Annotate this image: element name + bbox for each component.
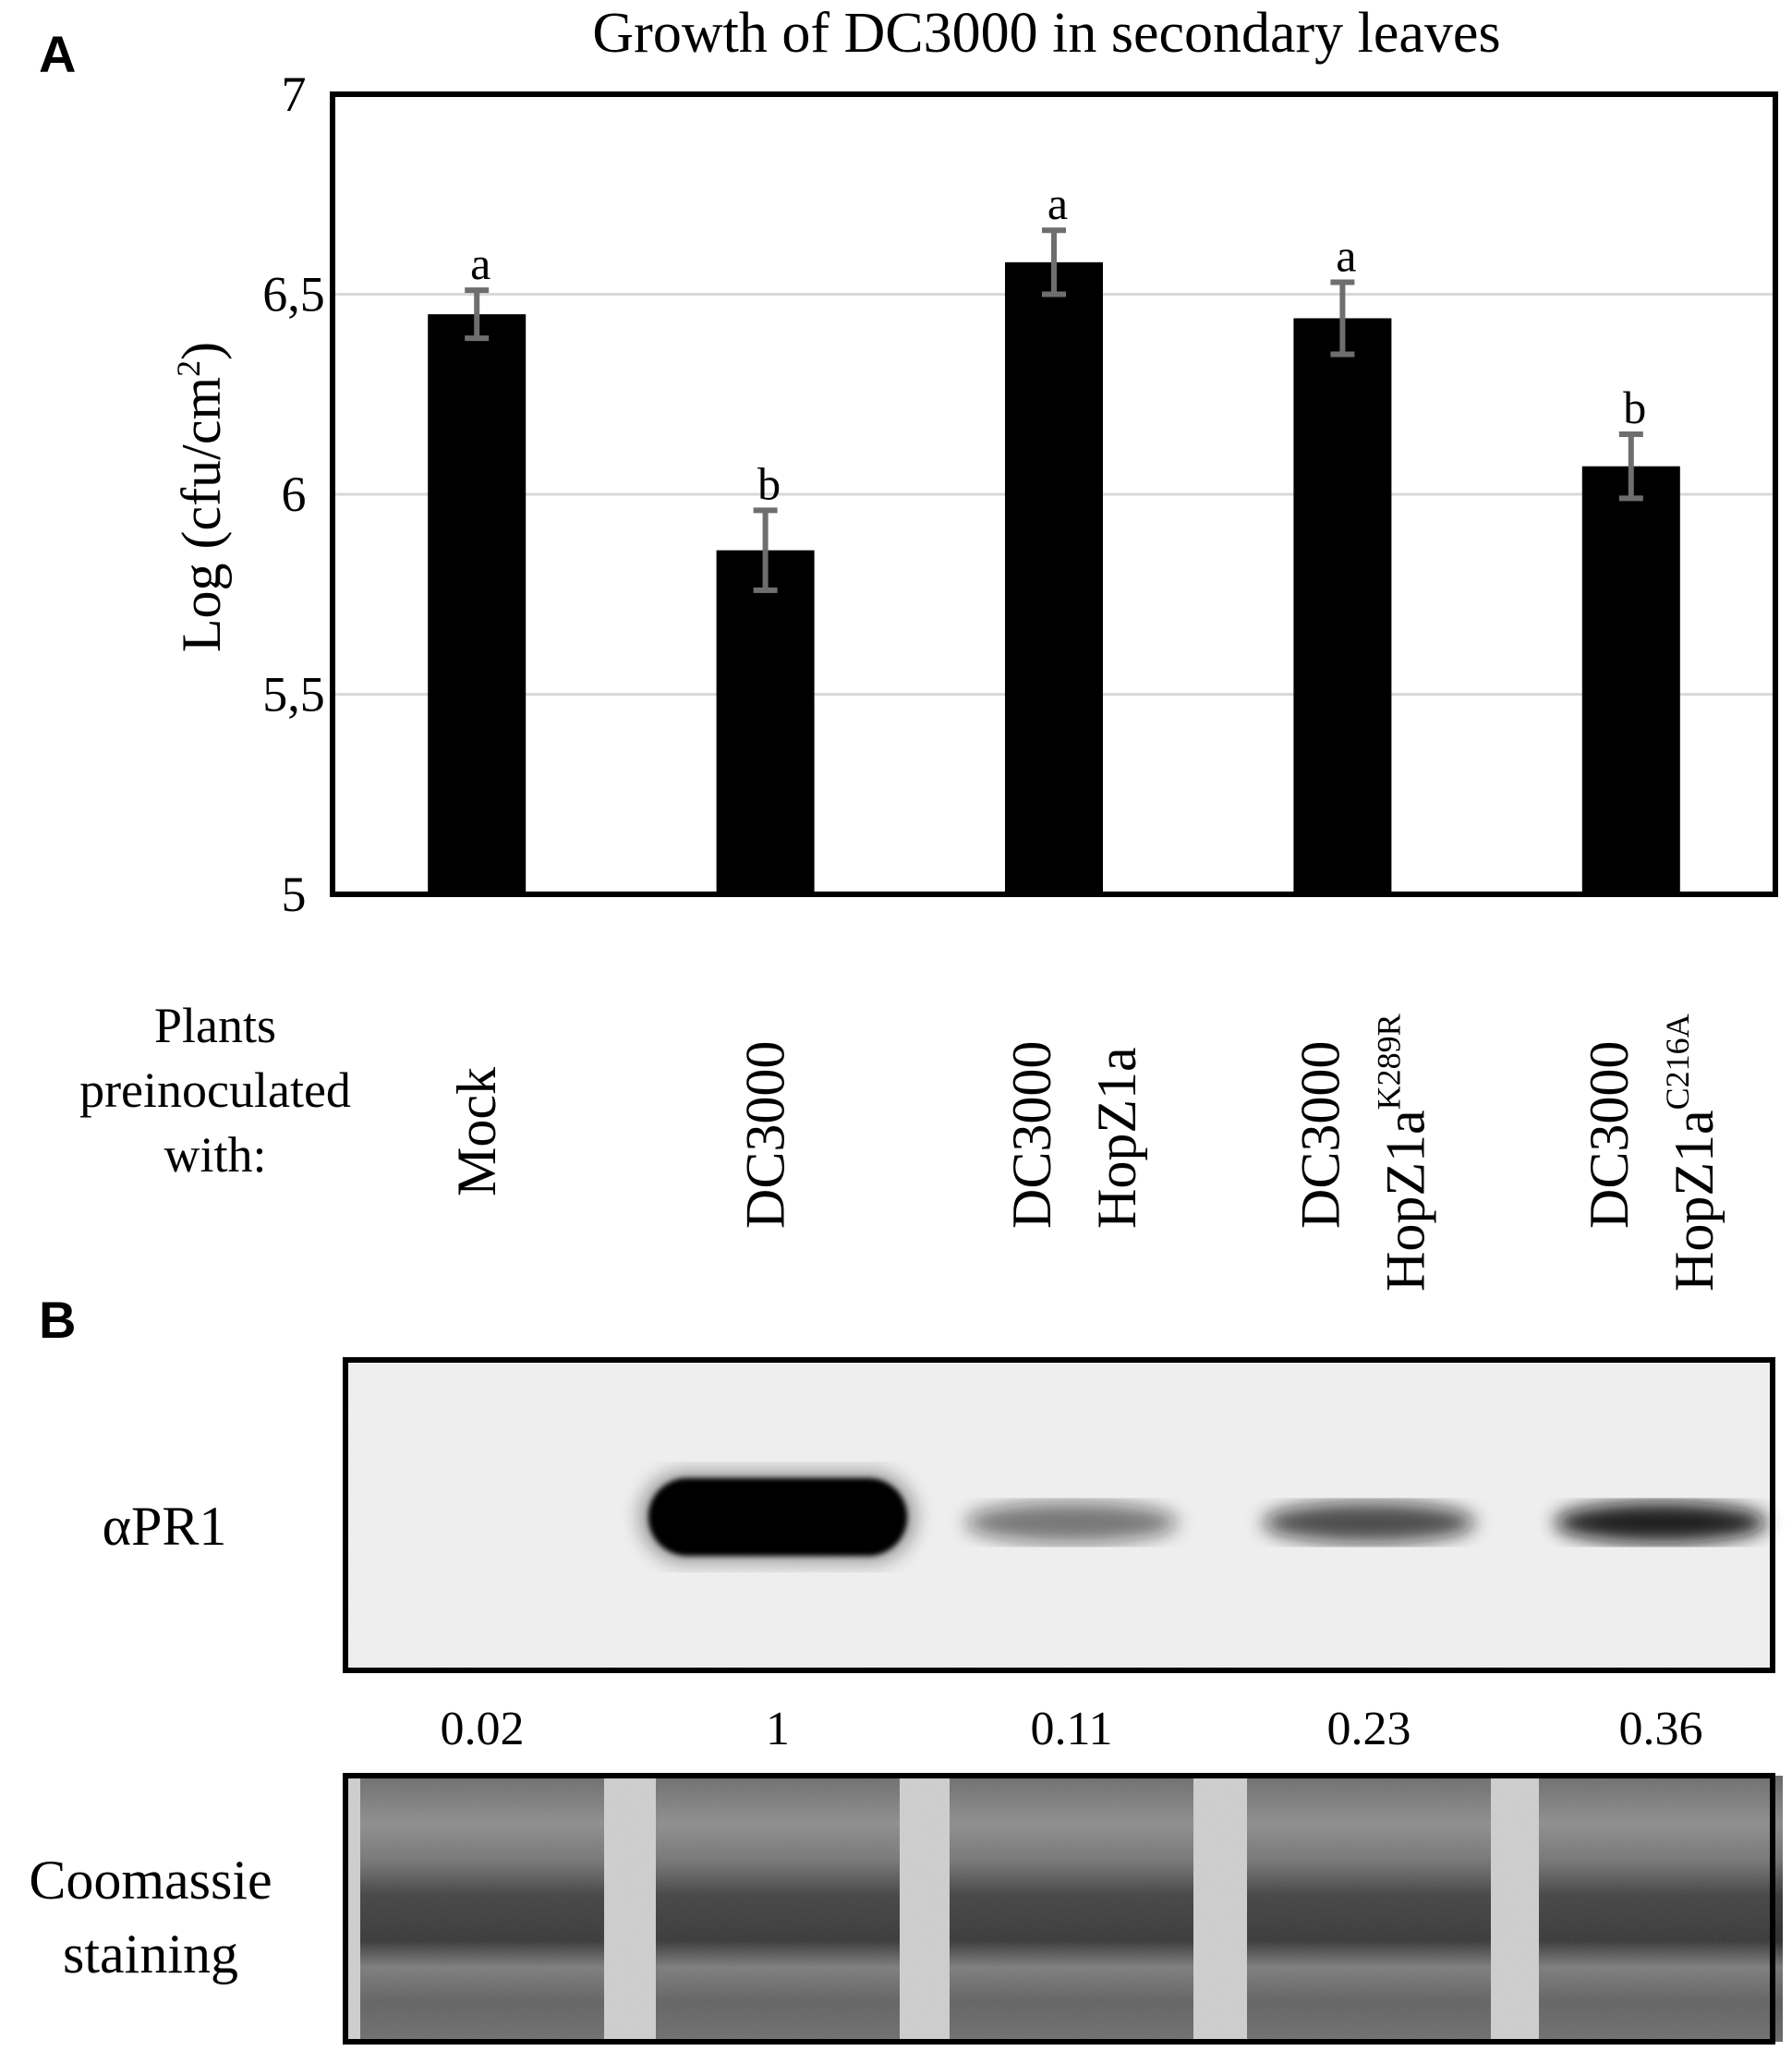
x-axis-title-line-1: Plants (154, 998, 276, 1053)
bars (428, 261, 1680, 895)
quantification-value: 0.36 (1619, 1703, 1703, 1755)
category-label-line-1: Mock (446, 1067, 507, 1196)
category-label-line-2: HopZ1aK289R (1370, 1013, 1435, 1292)
category-label: DC3000 (735, 1041, 796, 1229)
significance-letter: a (1047, 177, 1068, 229)
category-label: DC3000 HopZ1aK289R (1290, 1013, 1435, 1292)
error-bar (753, 507, 778, 593)
quantification-value: 0.23 (1327, 1703, 1411, 1755)
bar (1581, 466, 1680, 894)
y-tick-label: 5,5 (262, 667, 325, 722)
quantification-value: 0.02 (441, 1703, 525, 1755)
y-tick-label: 7 (282, 67, 307, 122)
loading-label: Coomassie staining (29, 1850, 272, 1984)
category-label-line-1: DC3000 (1001, 1041, 1062, 1229)
y-tick-labels: 5 5,5 6 6,5 7 (262, 67, 325, 922)
bar (1005, 261, 1103, 894)
blot-band (1263, 1502, 1475, 1543)
plot-frame (330, 91, 1778, 897)
category-label-line-2: HopZ1aC216A (1659, 1013, 1725, 1292)
x-axis-title-line-3: with: (163, 1127, 266, 1183)
y-tick-label: 6 (282, 467, 307, 522)
quantification-value: 1 (766, 1703, 790, 1755)
category-label-line-2: HopZ1a (1086, 1047, 1147, 1229)
quantification-values: 0.02 1 0.11 0.23 0.36 (441, 1703, 1703, 1755)
coomassie-gel (343, 1773, 1783, 2045)
blot-band (639, 1471, 916, 1563)
antibody-label: αPR1 (103, 1496, 227, 1557)
loading-label-line-2: staining (63, 1924, 238, 1984)
category-labels: Mock DC3000 DC3000 HopZ1a DC3000 HopZ1aK289R D… (446, 1013, 1725, 1292)
significance-letter: b (1623, 382, 1646, 433)
category-label-line-1: DC3000 (735, 1041, 796, 1229)
error-bar (1330, 279, 1355, 358)
error-bar (1618, 431, 1643, 502)
western-blot (343, 1357, 1775, 1673)
y-tick-label: 6,5 (262, 267, 325, 322)
blot-bands (639, 1471, 1767, 1563)
loading-label-line-1: Coomassie (29, 1850, 272, 1911)
error-bars (465, 227, 1643, 593)
y-axis-label: Log (cfu/cm2) (170, 342, 232, 652)
panel-b-label: B (39, 1291, 76, 1349)
category-label: DC3000 HopZ1aC216A (1579, 1013, 1725, 1292)
x-axis-title-line-2: preinoculated (79, 1062, 351, 1118)
significance-letter: a (470, 237, 490, 289)
category-label-line-1: DC3000 (1579, 1041, 1640, 1229)
error-bar (1042, 227, 1066, 297)
category-label-line-1: DC3000 (1290, 1041, 1350, 1229)
chart-title: Growth of DC3000 in secondary leaves (592, 2, 1500, 65)
category-label: DC3000 HopZ1a (1001, 1041, 1147, 1229)
bar (428, 314, 527, 894)
significance-letter: a (1336, 230, 1356, 282)
y-tick-label: 5 (282, 867, 307, 922)
category-label: Mock (446, 1067, 507, 1196)
x-axis-title: Plants preinoculated with: (79, 998, 351, 1183)
panel-a-label: A (39, 25, 76, 83)
bar (716, 550, 815, 894)
blot-band (965, 1502, 1178, 1543)
bar (1293, 318, 1392, 895)
error-bar (465, 287, 490, 342)
quantification-value: 0.11 (1030, 1703, 1112, 1755)
blot-band (1555, 1502, 1767, 1543)
significance-letters: a b a a b (470, 177, 1646, 509)
significance-letter: b (757, 457, 781, 509)
